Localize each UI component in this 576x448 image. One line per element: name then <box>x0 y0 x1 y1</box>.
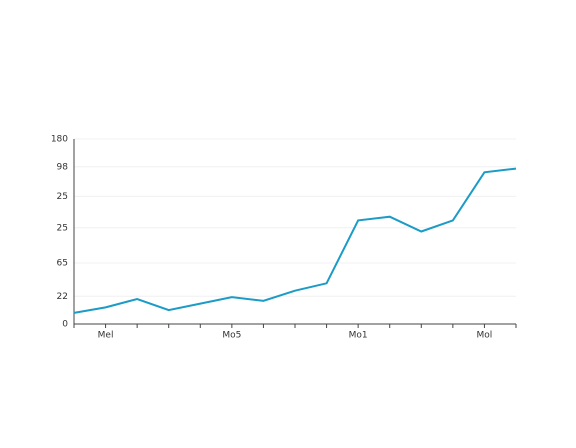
x-tick-label: Mo5 <box>222 331 241 341</box>
y-tick-label: 98 <box>57 162 69 172</box>
y-tick-label: 22 <box>57 292 68 302</box>
y-tick-label: 25 <box>57 223 68 233</box>
y-tick-label: 0 <box>62 320 68 330</box>
y-tick-label: 65 <box>57 258 68 268</box>
x-tick-label: Mol <box>477 331 493 341</box>
x-tick-label: Mel <box>98 331 114 341</box>
y-tick-label: 180 <box>51 135 68 145</box>
line-series <box>73 167 517 314</box>
y-tick-label: 25 <box>57 192 68 202</box>
x-tick-label: Mo1 <box>349 331 368 341</box>
